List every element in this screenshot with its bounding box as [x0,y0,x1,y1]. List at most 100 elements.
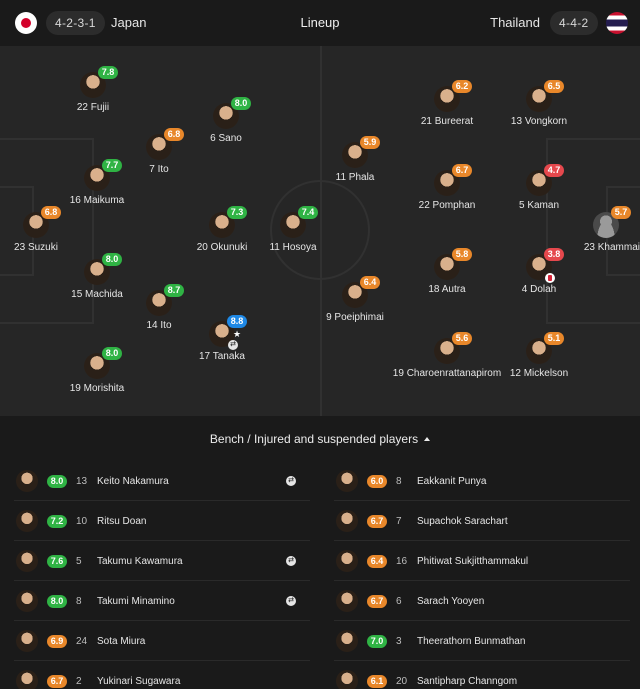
player-avatar [16,510,38,532]
player-label: 22 Pomphan [418,200,476,211]
shirt-number: 10 [76,516,88,527]
bench-row[interactable]: 6.7 6 Sarach Yooyen [334,581,630,621]
bench-row[interactable]: 7.6 5 Takumu Kawamura ⇄ [14,541,310,581]
player-rating: 8.0 [102,347,122,360]
player-rating: 6.7 [367,595,387,608]
player-name: Eakkanit Punya [417,476,487,487]
player-label: 18 Autra [428,284,466,295]
shirt-number: 16 [396,556,408,567]
bench-row[interactable]: 6.7 7 Supachok Sarachart [334,501,630,541]
player-name: Ritsu Doan [97,516,147,527]
player-name: Yukinari Sugawara [97,676,181,687]
player-label: 14 Ito [146,320,172,331]
shirt-number: 6 [396,596,402,607]
player-rating: 5.8 [452,248,472,261]
bench-row[interactable]: 7.2 10 Ritsu Doan [14,501,310,541]
bench-row[interactable]: 8.0 8 Takumi Minamino ⇄ [14,581,310,621]
shirt-number: 7 [396,516,402,527]
pitch: 7.8 22 Fujii 8.0 6 Sano 6.8 7 Ito 7.7 16… [0,46,640,416]
player-label: 23 Suzuki [14,242,58,253]
bench-row[interactable]: 7.0 3 Theerathorn Bunmathan [334,621,630,661]
player-rating: 6.7 [47,675,67,688]
player-rating: 8.0 [102,253,122,266]
player-rating: 8.0 [231,97,251,110]
page-title: Lineup [300,15,340,30]
substitution-icon: ⇄ [286,476,296,486]
bench-row[interactable]: 6.4 16 Phitiwat Sukjitthammakul [334,541,630,581]
player-label: 11 Hosoya [269,242,317,253]
player-rating: 6.7 [367,515,387,528]
shirt-number: 8 [76,596,82,607]
player-avatar [336,550,358,572]
player-name: Takumi Minamino [97,596,175,607]
shirt-number: 8 [396,476,402,487]
caret-up-icon [424,437,431,441]
player-rating: 3.8 [544,248,564,261]
player-label: 21 Bureerat [420,116,474,127]
player-avatar [16,670,38,689]
red-card-icon [545,273,555,283]
player-rating: 6.4 [360,276,380,289]
player-avatar [336,470,358,492]
player-rating: 8.7 [164,284,184,297]
player-rating: 7.0 [367,635,387,648]
player-rating: 6.9 [47,635,67,648]
player-label: 23 Khammai [583,242,640,253]
home-team-name[interactable]: Japan [111,15,147,30]
bench-row[interactable]: 6.7 2 Yukinari Sugawara [14,661,310,689]
player-name: Santipharp Channgom [417,676,518,687]
player-avatar [336,670,358,689]
home-penalty-box [0,138,94,324]
shirt-number: 2 [76,676,82,687]
player-rating: 7.7 [102,159,122,172]
player-avatar [16,550,38,572]
lineup-header: 4-2-3-1 Japan Lineup Thailand 4-4-2 [0,0,640,46]
player-label: 16 Maikuma [69,195,125,206]
player-label: 20 Okunuki [196,242,248,253]
player-rating: 7.2 [47,515,67,528]
player-avatar [336,630,358,652]
player-rating: 5.7 [611,206,631,219]
shirt-number: 13 [76,476,88,487]
away-bench-list: 6.0 8 Eakkanit Punya 6.7 7 Supachok Sara… [334,461,630,689]
substitution-icon: ⇄ [286,596,296,606]
player-avatar [16,630,38,652]
away-team-name[interactable]: Thailand [490,15,540,30]
player-name: Theerathorn Bunmathan [417,636,526,647]
player-rating: 6.1 [367,675,387,688]
home-formation: 4-2-3-1 [46,11,105,35]
player-name: Sarach Yooyen [417,596,485,607]
player-label: 7 Ito [149,164,169,175]
bench-row[interactable]: 6.9 24 Sota Miura [14,621,310,661]
shirt-number: 3 [396,636,402,647]
player-label: 22 Fujii [76,102,110,113]
bench-toggle[interactable]: Bench / Injured and suspended players [0,432,640,446]
player-rating: 6.8 [41,206,61,219]
bench-section: Bench / Injured and suspended players 8.… [0,416,640,689]
player-label: 6 Sano [210,133,242,144]
japan-flag-icon [15,12,37,34]
player-label: 12 Mickelson [509,368,569,379]
player-rating: 5.6 [452,332,472,345]
player-label: 15 Machida [71,289,123,300]
thailand-flag-icon [606,12,628,34]
player-rating: 6.4 [367,555,387,568]
player-avatar [16,470,38,492]
player-label: 9 Poeiphimai [326,312,384,323]
player-name: Takumu Kawamura [97,556,183,567]
player-label: 5 Kaman [518,200,560,211]
substitution-icon: ⇄ [286,556,296,566]
bench-row[interactable]: 8.0 13 Keito Nakamura ⇄ [14,461,310,501]
player-name: Supachok Sarachart [417,516,508,527]
player-avatar [16,590,38,612]
shirt-number: 5 [76,556,82,567]
player-label: 19 Morishita [69,383,125,394]
player-label: 19 Charoenrattanapirom [392,368,502,379]
player-name: Keito Nakamura [97,476,169,487]
player-name: Phitiwat Sukjitthammakul [417,556,529,567]
player-rating: 7.6 [47,555,67,568]
bench-row[interactable]: 6.0 8 Eakkanit Punya [334,461,630,501]
shirt-number: 20 [396,676,408,687]
player-rating: 7.8 [98,66,118,79]
bench-row[interactable]: 6.1 20 Santipharp Channgom [334,661,630,689]
